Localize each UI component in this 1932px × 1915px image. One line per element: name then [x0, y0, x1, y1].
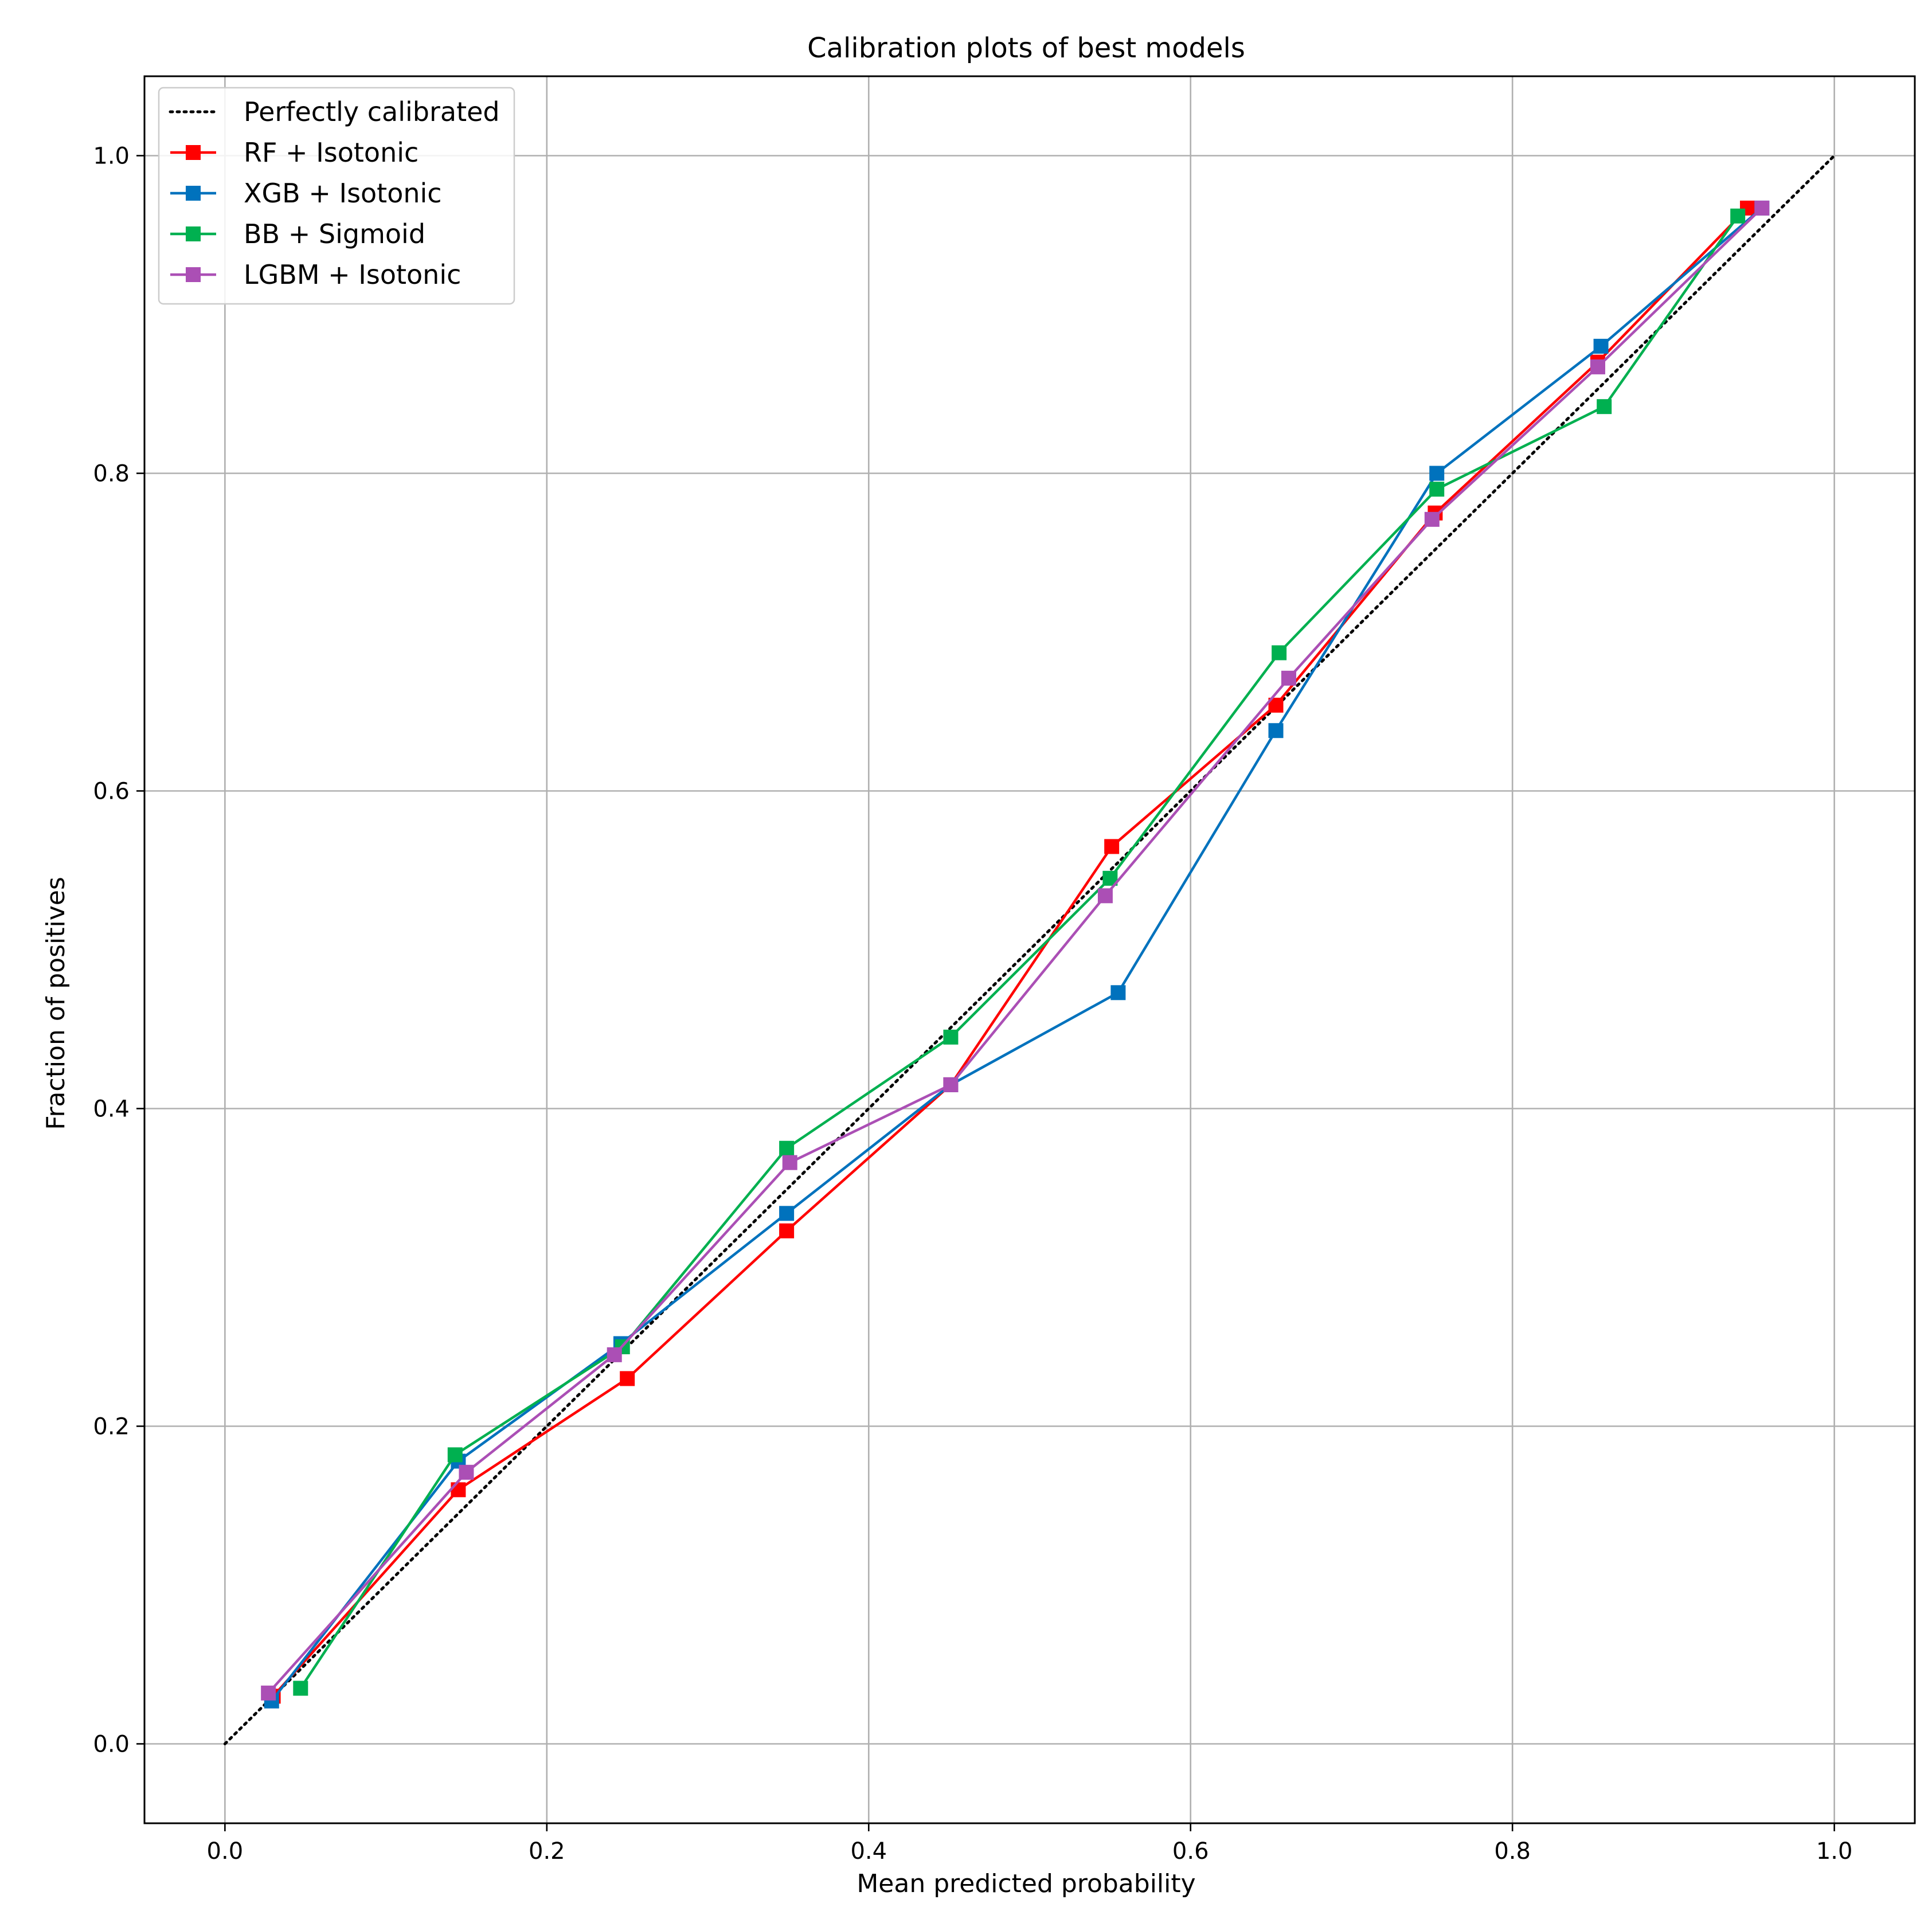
- legend-item: RF + Isotonic: [170, 137, 419, 168]
- plot-area-frame: [143, 75, 1916, 1824]
- y-tick-label: 0.6: [93, 779, 130, 805]
- data-point: [607, 1347, 622, 1362]
- legend-label: Perfectly calibrated: [244, 96, 500, 127]
- data-point: [1104, 839, 1120, 854]
- series-line: [299, 215, 1739, 1689]
- x-tick-label: 0.2: [529, 1838, 565, 1865]
- data-point: [1754, 200, 1770, 216]
- legend-marker: [186, 186, 201, 201]
- data-point: [779, 1223, 795, 1238]
- data-point: [1272, 645, 1287, 661]
- data-point: [943, 1077, 959, 1092]
- reference-layer: [223, 154, 1836, 1745]
- legend-label: XGB + Isotonic: [244, 178, 442, 209]
- x-tick-label: 0.4: [850, 1838, 887, 1865]
- series-layer: [261, 200, 1770, 1709]
- data-point: [1429, 466, 1445, 481]
- y-tick-label: 0.0: [93, 1732, 130, 1758]
- data-point: [779, 1140, 795, 1156]
- data-point: [1281, 670, 1296, 686]
- legend-box: [158, 87, 515, 305]
- chart-title: Calibration plots of best models: [807, 32, 1245, 64]
- x-tick-label: 0.8: [1494, 1838, 1531, 1865]
- x-tick-label: 1.0: [1816, 1838, 1853, 1865]
- y-tick-label: 0.8: [93, 461, 130, 487]
- data-point: [1268, 723, 1284, 738]
- x-axis-label: Mean predicted probability: [857, 1869, 1195, 1898]
- data-point: [1097, 888, 1113, 904]
- data-point: [261, 1685, 276, 1701]
- series-lgbm-isotonic: [261, 200, 1770, 1701]
- data-point: [1424, 511, 1440, 527]
- data-point: [620, 1371, 635, 1386]
- x-tick-label: 0.0: [207, 1838, 244, 1865]
- data-point: [459, 1464, 474, 1480]
- legend: Perfectly calibrated RF + Isotonic XGB + I…: [158, 87, 515, 305]
- data-point: [1110, 985, 1126, 1001]
- data-point: [779, 1206, 795, 1221]
- y-tick-label: 0.4: [93, 1096, 130, 1123]
- data-point: [293, 1680, 308, 1696]
- series-line: [267, 207, 1763, 1694]
- legend-marker: [186, 145, 201, 160]
- legend-item: BB + Sigmoid: [170, 218, 425, 249]
- x-tick-label: 0.6: [1172, 1838, 1209, 1865]
- data-point: [1730, 208, 1746, 224]
- data-point: [1429, 482, 1445, 497]
- axis-ticks: 0.0 0.2 0.4 0.6 0.8 1.0 0.0 0.2 0.4 0.6 0.8 1.0: [93, 143, 1852, 1865]
- series-line: [272, 207, 1749, 1697]
- data-point: [1597, 399, 1612, 415]
- grid: [144, 76, 1915, 1823]
- legend-label: BB + Sigmoid: [244, 218, 425, 249]
- y-tick-label: 1.0: [93, 143, 130, 170]
- legend-label: LGBM + Isotonic: [244, 259, 461, 290]
- y-tick-label: 0.2: [93, 1414, 130, 1440]
- series-bb-sigmoid: [293, 208, 1746, 1696]
- data-point: [447, 1447, 463, 1463]
- legend-item: XGB + Isotonic: [170, 178, 442, 209]
- perfectly-calibrated-line: [223, 154, 1836, 1745]
- legend-label: RF + Isotonic: [244, 137, 419, 168]
- data-point: [451, 1482, 466, 1498]
- data-point: [943, 1029, 959, 1045]
- series-line: [271, 207, 1763, 1702]
- legend-item: Perfectly calibrated: [169, 96, 500, 127]
- legend-item: LGBM + Isotonic: [170, 259, 461, 290]
- data-point: [1590, 359, 1605, 374]
- data-point: [782, 1155, 797, 1170]
- legend-marker: [186, 267, 201, 282]
- data-point: [1593, 338, 1609, 354]
- y-axis-label: Fraction of positives: [41, 877, 71, 1130]
- legend-marker: [186, 226, 201, 241]
